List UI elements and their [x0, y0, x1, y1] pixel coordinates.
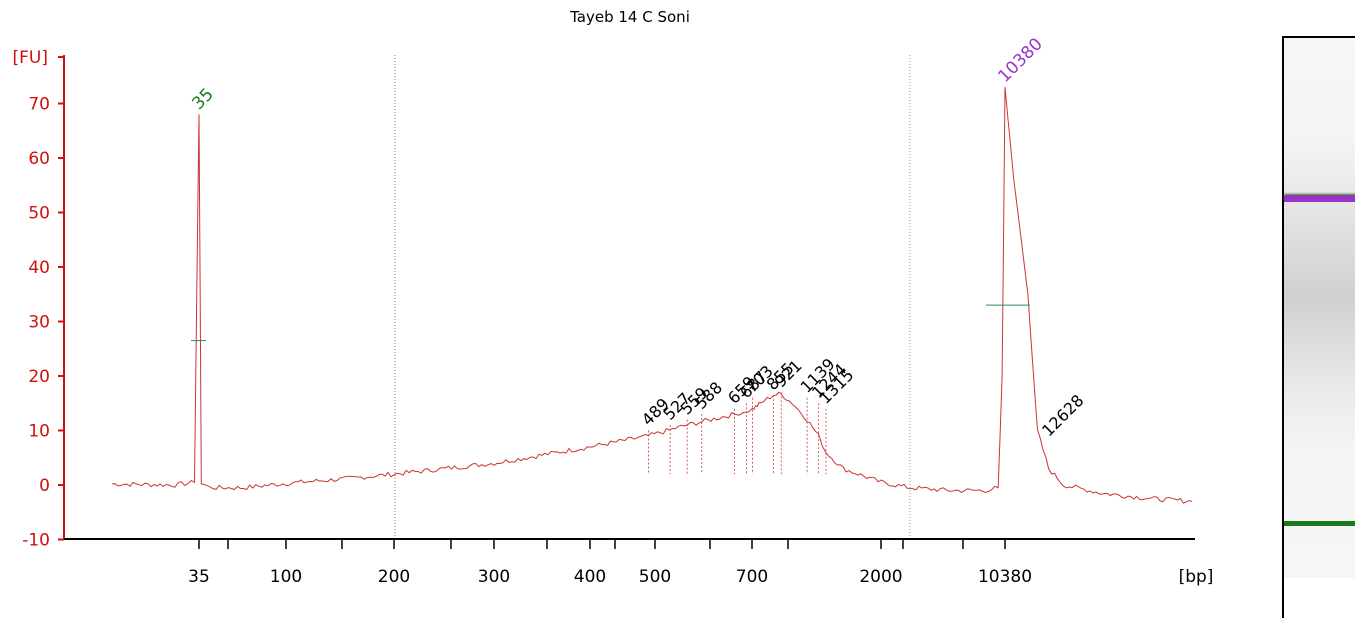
y-tick-label: 60: [28, 149, 50, 169]
x-tick-label: 100: [270, 567, 302, 587]
chart-title: Tayeb 14 C Soni: [570, 8, 690, 26]
y-tick-label: 50: [28, 204, 50, 224]
y-tick-label: 40: [28, 258, 50, 278]
x-tick-label: 2000: [859, 567, 902, 587]
peak-label: 12628: [1038, 391, 1087, 440]
gel-band-lower-marker: [1284, 521, 1355, 526]
marker-peak-label: 10380: [994, 34, 1046, 86]
electropherogram: -10 0 10 20 30 40 50 60 70 [FU] 35 100 200 300 400 500 7…: [13, 34, 1214, 587]
x-tick-label: 10380: [978, 567, 1032, 587]
gel-lane: [1284, 38, 1355, 578]
x-axis-label: [bp]: [1179, 567, 1214, 587]
y-tick-label: 20: [28, 367, 50, 387]
x-tick-label: 400: [574, 567, 606, 587]
y-axis-label: [FU]: [13, 48, 49, 68]
x-tick-label: 500: [639, 567, 671, 587]
marker-peak-label: 35: [188, 84, 217, 113]
x-tick-label: 700: [736, 567, 768, 587]
y-tick-label: 10: [28, 422, 50, 442]
y-tick-label: 70: [28, 95, 50, 115]
gel-band-upper-marker: [1284, 196, 1355, 202]
x-tick-label: 35: [188, 567, 210, 587]
y-tick-label: -10: [22, 531, 50, 551]
x-tick-label: 200: [378, 567, 410, 587]
x-tick-label: 300: [478, 567, 510, 587]
y-tick-label: 30: [28, 313, 50, 333]
electropherogram-trace: [111, 87, 1193, 504]
y-tick-label: 0: [39, 476, 50, 496]
